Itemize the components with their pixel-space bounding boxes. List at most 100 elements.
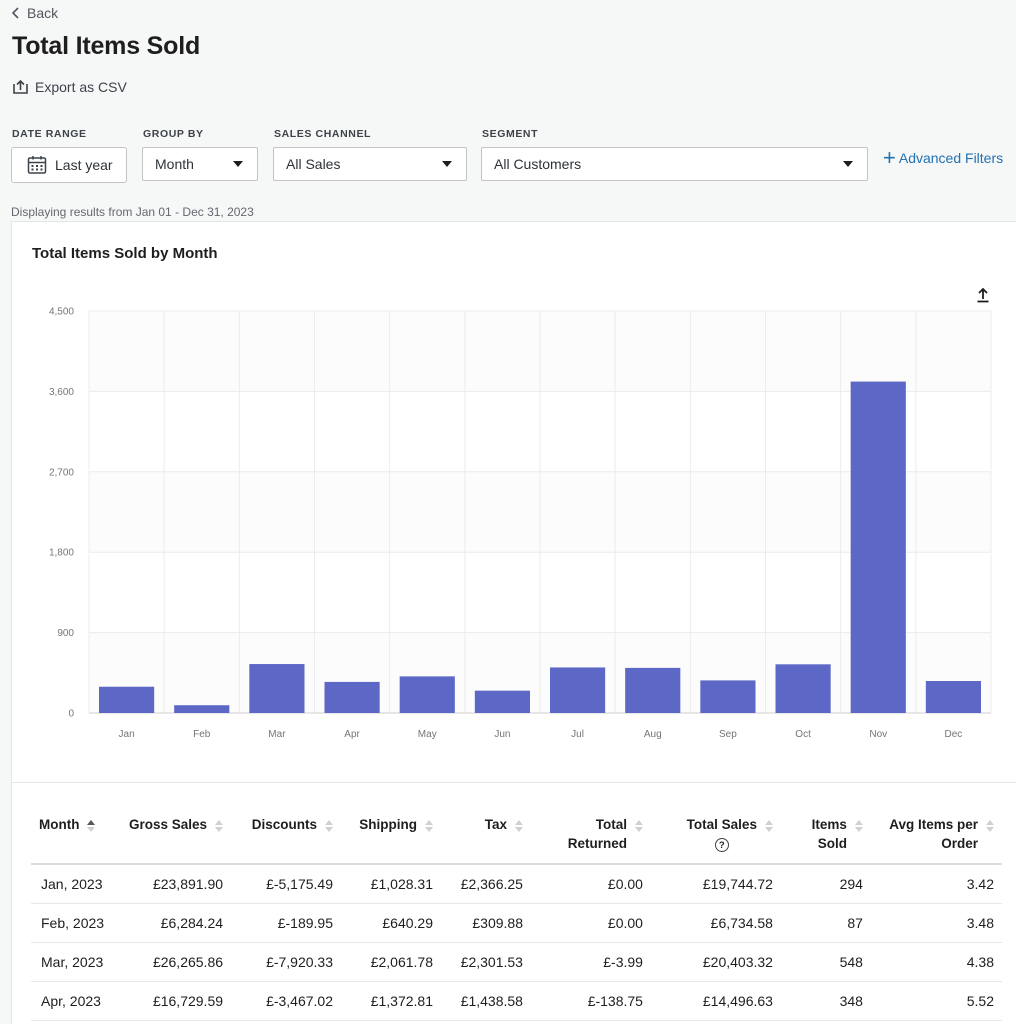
sort-icon[interactable] bbox=[634, 820, 643, 832]
table-cell: £1,028.31 bbox=[341, 864, 441, 904]
table-cell: £6,734.58 bbox=[650, 903, 781, 943]
table-cell: 348 bbox=[780, 981, 871, 1021]
x-tick-label: Jul bbox=[571, 729, 584, 740]
header-label: Shipping bbox=[359, 815, 417, 834]
caret-down-icon bbox=[442, 161, 452, 167]
sales-channel-select[interactable]: All Sales bbox=[273, 147, 467, 181]
x-tick-label: Feb bbox=[193, 729, 211, 740]
sort-icon[interactable] bbox=[764, 820, 773, 832]
table-cell: £23,891.90 bbox=[120, 864, 232, 904]
header-content: Month bbox=[39, 815, 96, 834]
table-card: Month Gross Sales Discounts Shipping Tax Tota… bbox=[11, 783, 1016, 1024]
group-by-value: Month bbox=[155, 156, 194, 172]
sort-icon[interactable] bbox=[215, 820, 224, 832]
caret-down-icon bbox=[233, 161, 243, 167]
column-header-discounts[interactable]: Discounts bbox=[231, 801, 342, 865]
sort-icon[interactable] bbox=[514, 820, 523, 832]
download-icon[interactable] bbox=[976, 287, 990, 303]
table-cell: £309.88 bbox=[441, 903, 531, 943]
header-label: Month bbox=[39, 815, 79, 834]
table-cell: Jan, 2023 bbox=[31, 864, 121, 904]
header-label: Total Sales? bbox=[687, 815, 757, 852]
column-header-total[interactable]: Total Returned bbox=[530, 801, 651, 865]
x-tick-label: Jun bbox=[494, 729, 510, 740]
segment-select[interactable]: All Customers bbox=[481, 147, 868, 181]
bar-may bbox=[399, 676, 455, 713]
header-label-line: Returned bbox=[567, 836, 627, 851]
header-label-line: Order bbox=[941, 836, 978, 851]
column-header-avg-items-per[interactable]: Avg Items per Order bbox=[870, 801, 1002, 865]
header-label-line: Month bbox=[39, 817, 80, 832]
header-content: Discounts bbox=[252, 815, 334, 834]
table-cell: 3.48 bbox=[870, 903, 1002, 943]
table-cell: £26,265.86 bbox=[120, 942, 232, 982]
chevron-left-icon bbox=[11, 7, 19, 19]
sort-icon[interactable] bbox=[986, 820, 994, 832]
sales-table: Month Gross Sales Discounts Shipping Tax Tota… bbox=[31, 801, 1002, 1021]
table-cell: Feb, 2023 bbox=[31, 903, 121, 943]
header-label: Discounts bbox=[252, 815, 317, 834]
table-cell: £6,284.24 bbox=[120, 903, 232, 943]
table-cell: £-3,467.02 bbox=[231, 981, 342, 1021]
header-label-line: Discounts bbox=[251, 817, 318, 832]
date-range-label: DATE RANGE bbox=[12, 128, 87, 140]
bar-feb bbox=[174, 705, 230, 713]
header-content: Total Sales? bbox=[687, 815, 773, 852]
column-header-month[interactable]: Month bbox=[31, 801, 121, 865]
table-cell: £1,438.58 bbox=[441, 981, 531, 1021]
header-content: Avg Items per Order bbox=[889, 815, 994, 853]
help-icon[interactable]: ? bbox=[714, 838, 729, 852]
x-tick-label: Nov bbox=[869, 729, 887, 740]
sort-icon[interactable] bbox=[854, 820, 863, 832]
table-cell: £2,366.25 bbox=[441, 864, 531, 904]
sort-icon[interactable] bbox=[425, 820, 433, 832]
table-cell: £0.00 bbox=[530, 864, 651, 904]
advanced-filters-label: Advanced Filters bbox=[898, 150, 1004, 166]
table-cell: £2,061.78 bbox=[341, 942, 441, 982]
advanced-filters-button[interactable]: + Advanced Filters bbox=[883, 147, 1004, 169]
table-cell: £-189.95 bbox=[231, 903, 342, 943]
header-label-line: Items bbox=[811, 817, 847, 832]
date-range-picker[interactable]: Last year bbox=[11, 147, 127, 183]
x-tick-label: Dec bbox=[945, 729, 963, 740]
sales-channel-label: SALES CHANNEL bbox=[274, 128, 372, 140]
caret-down-icon bbox=[843, 161, 853, 167]
table-cell: £-3.99 bbox=[530, 942, 651, 982]
group-by-select[interactable]: Month bbox=[142, 147, 258, 181]
bar-sep bbox=[700, 680, 756, 713]
column-header-tax[interactable]: Tax bbox=[441, 801, 531, 865]
bar-chart: 0 900 1,800 2,700 3,600 4,500 Jan Feb Mar Apr May J… bbox=[49, 307, 992, 740]
table-cell: £19,744.72 bbox=[650, 864, 781, 904]
table-cell: Mar, 2023 bbox=[31, 942, 121, 982]
column-header-total-sales[interactable]: Total Sales? bbox=[650, 801, 781, 865]
export-icon bbox=[13, 79, 28, 94]
table-cell: 5.52 bbox=[870, 981, 1002, 1021]
header-label: Total Returned bbox=[568, 815, 627, 853]
x-tick-label: Sep bbox=[719, 729, 737, 740]
bar-nov bbox=[850, 381, 906, 713]
column-header-shipping[interactable]: Shipping bbox=[341, 801, 441, 865]
back-link[interactable]: Back bbox=[11, 5, 58, 21]
x-tick-label: Aug bbox=[644, 729, 662, 740]
sort-icon[interactable] bbox=[87, 820, 96, 832]
export-csv-button[interactable]: Export as CSV bbox=[12, 78, 127, 95]
table-cell: £16,729.59 bbox=[120, 981, 232, 1021]
table-cell: £0.00 bbox=[530, 903, 651, 943]
segment-value: All Customers bbox=[494, 156, 582, 172]
results-range-text: Displaying results from Jan 01 - Dec 31,… bbox=[11, 205, 254, 219]
table-cell: 548 bbox=[780, 942, 871, 982]
x-tick-label: May bbox=[418, 729, 437, 740]
table-cell: £-138.75 bbox=[530, 981, 651, 1021]
group-by-label: GROUP BY bbox=[143, 128, 204, 140]
y-tick-label: 0 bbox=[68, 709, 74, 720]
sort-icon[interactable] bbox=[325, 820, 334, 832]
header-content: Items Sold bbox=[812, 815, 863, 853]
header-label: Items Sold bbox=[812, 815, 847, 853]
column-header-items[interactable]: Items Sold bbox=[780, 801, 871, 865]
table-cell: 87 bbox=[780, 903, 871, 943]
header-label-line: Tax bbox=[484, 817, 507, 832]
column-header-gross-sales[interactable]: Gross Sales bbox=[120, 801, 232, 865]
table-cell: £20,403.32 bbox=[650, 942, 781, 982]
y-tick-label: 4,500 bbox=[49, 307, 74, 318]
y-tick-label: 1,800 bbox=[49, 548, 74, 559]
